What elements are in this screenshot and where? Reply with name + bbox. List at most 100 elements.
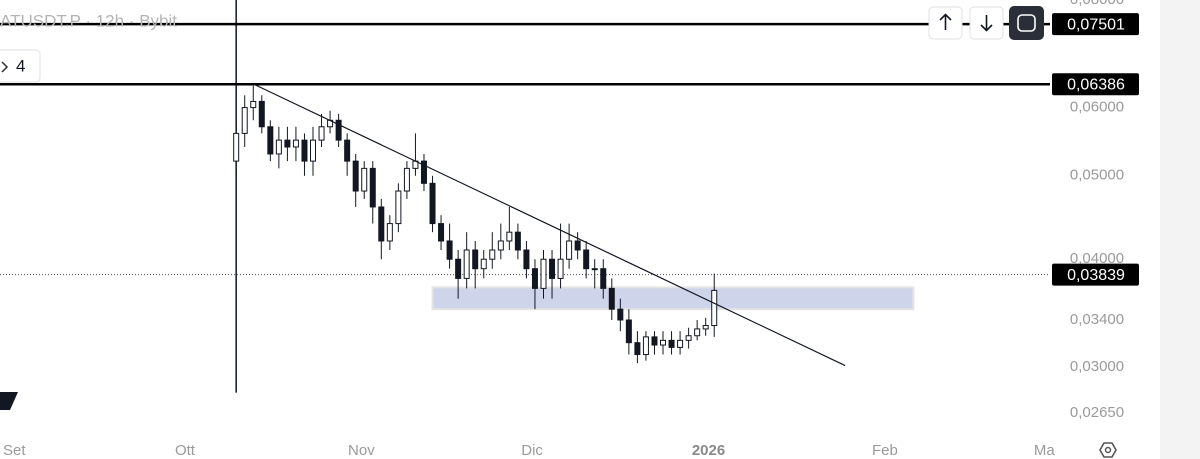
candle [540,249,547,299]
interval-control[interactable]: 4 [0,49,41,83]
candle [566,223,573,269]
candle-body [523,249,530,270]
candle [642,331,649,361]
y-tick-label: 0,05000 [1070,167,1124,184]
candle-body [284,139,291,148]
candle [608,278,615,321]
candle-body [258,100,265,128]
price-tag [1052,13,1139,36]
square-icon [1017,14,1036,32]
candle-body [600,268,607,289]
interval-badge: 4 [16,56,25,75]
arrow-up-icon [939,13,952,30]
x-tick-label: Feb [872,442,898,459]
candle-body [608,287,615,310]
down-button[interactable] [969,6,1004,40]
candle [497,223,504,260]
gear-center [1104,446,1112,454]
candle-body [361,167,368,192]
candle-body [711,289,718,327]
interval-box[interactable] [0,49,41,83]
candle-body [677,339,684,348]
candle [301,133,308,176]
candle [660,331,667,355]
candle [412,133,419,176]
candle-body [386,223,393,242]
candle [489,232,496,269]
trendline [254,84,846,367]
candle-body [463,249,470,279]
candle [506,206,513,250]
y-tick-label: 0,06000 [1070,99,1124,116]
price-tag-label: 0,06386 [1067,76,1125,93]
candle [438,215,445,250]
symbol-title: ATUSDT.P · 12h · Bybit [0,11,177,30]
candle-body [702,325,709,330]
right-strip [1160,0,1200,459]
candle-body [489,249,496,260]
settings-icon[interactable] [1099,442,1117,458]
y-tick-label: 0,02650 [1070,404,1124,421]
candle-body [403,167,410,192]
button-frame[interactable] [1009,6,1044,40]
candle [685,327,692,349]
candle-body [438,223,445,242]
plot-area [0,0,1050,393]
candle-body [660,339,667,346]
candle-body [472,249,479,270]
candle-body [352,160,359,192]
candle [275,126,282,169]
candle-body [591,268,598,271]
axis-panel [1050,0,1160,459]
price-axis: 0,08000 0,06000 0,05000 0,04000 0,03400 0,030… [1050,0,1160,459]
candle [625,309,632,355]
candle [480,249,487,279]
candle-body [420,160,427,184]
arrow-down-icon [980,15,993,32]
candle [677,331,684,355]
candle-body [497,240,504,251]
candle-body [310,139,317,162]
candle [352,153,359,207]
candle [292,126,299,162]
candle [600,259,607,299]
candle [233,120,240,176]
gear-outline[interactable] [1099,442,1117,458]
candle-body [301,139,308,162]
candle [651,331,658,355]
candle-body [634,342,641,356]
candle-body [395,190,402,225]
candle-body [617,308,624,321]
candle [284,126,291,162]
candle [335,113,342,147]
candle-body [292,139,299,148]
candle-body [625,319,632,344]
candle-body [642,336,649,356]
candle [523,240,530,279]
logo-fragment [0,392,18,410]
candle-body [685,335,692,341]
candle [258,95,265,134]
candle [318,113,325,147]
candle [711,273,718,337]
candle [241,95,248,147]
candle [702,317,709,336]
candle-body [583,249,590,270]
candle-body [480,258,487,270]
chevron-icon [1,61,9,73]
candle [531,259,538,310]
candle [463,232,470,289]
price-tag [1052,73,1139,96]
candle [583,240,590,279]
reset-button[interactable] [1009,6,1044,40]
y-tick-label: 0,03000 [1070,358,1124,375]
candle [310,126,317,176]
candle [386,215,393,250]
candle-body [557,258,564,279]
up-button[interactable] [928,6,963,40]
candle-body [506,231,513,242]
y-tick-label: 0,08000 [1070,0,1124,8]
candle [429,175,436,233]
candle [420,153,427,192]
candle [361,161,368,199]
